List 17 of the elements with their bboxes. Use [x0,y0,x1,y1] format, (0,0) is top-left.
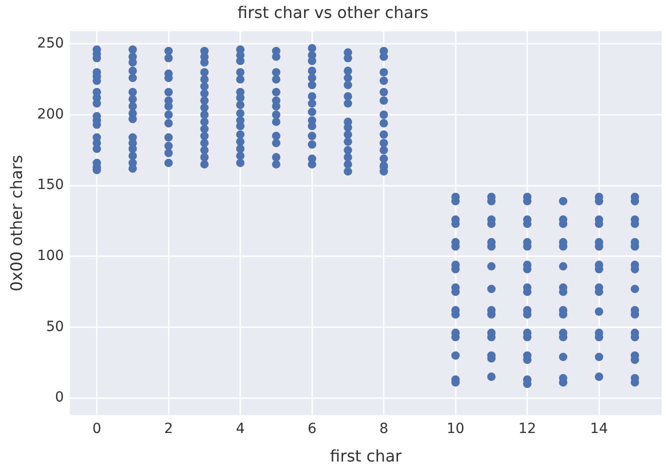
x-tick-label: 8 [379,421,388,438]
y-tick-label: 0 [55,390,64,406]
x-tick-label: 2 [164,421,174,438]
y-tick-label: 50 [46,318,64,335]
x-tick-label: 4 [236,421,245,438]
y-tick-label: 150 [37,177,64,194]
y-tick-label: 200 [37,106,64,122]
x-tick-label: 10 [446,421,464,438]
y-tick-label: 100 [37,248,64,264]
x-axis-title: first char [330,446,402,466]
y-tick-label: 250 [37,36,64,52]
x-tick-label: 0 [92,421,102,438]
x-tick-label: 12 [518,421,536,438]
x-tick-label: 6 [308,421,317,438]
x-tick-label: 14 [590,421,608,438]
y-axis-title: 0x00 other chars [6,154,26,292]
chart-title: first char vs other chars [237,2,429,22]
